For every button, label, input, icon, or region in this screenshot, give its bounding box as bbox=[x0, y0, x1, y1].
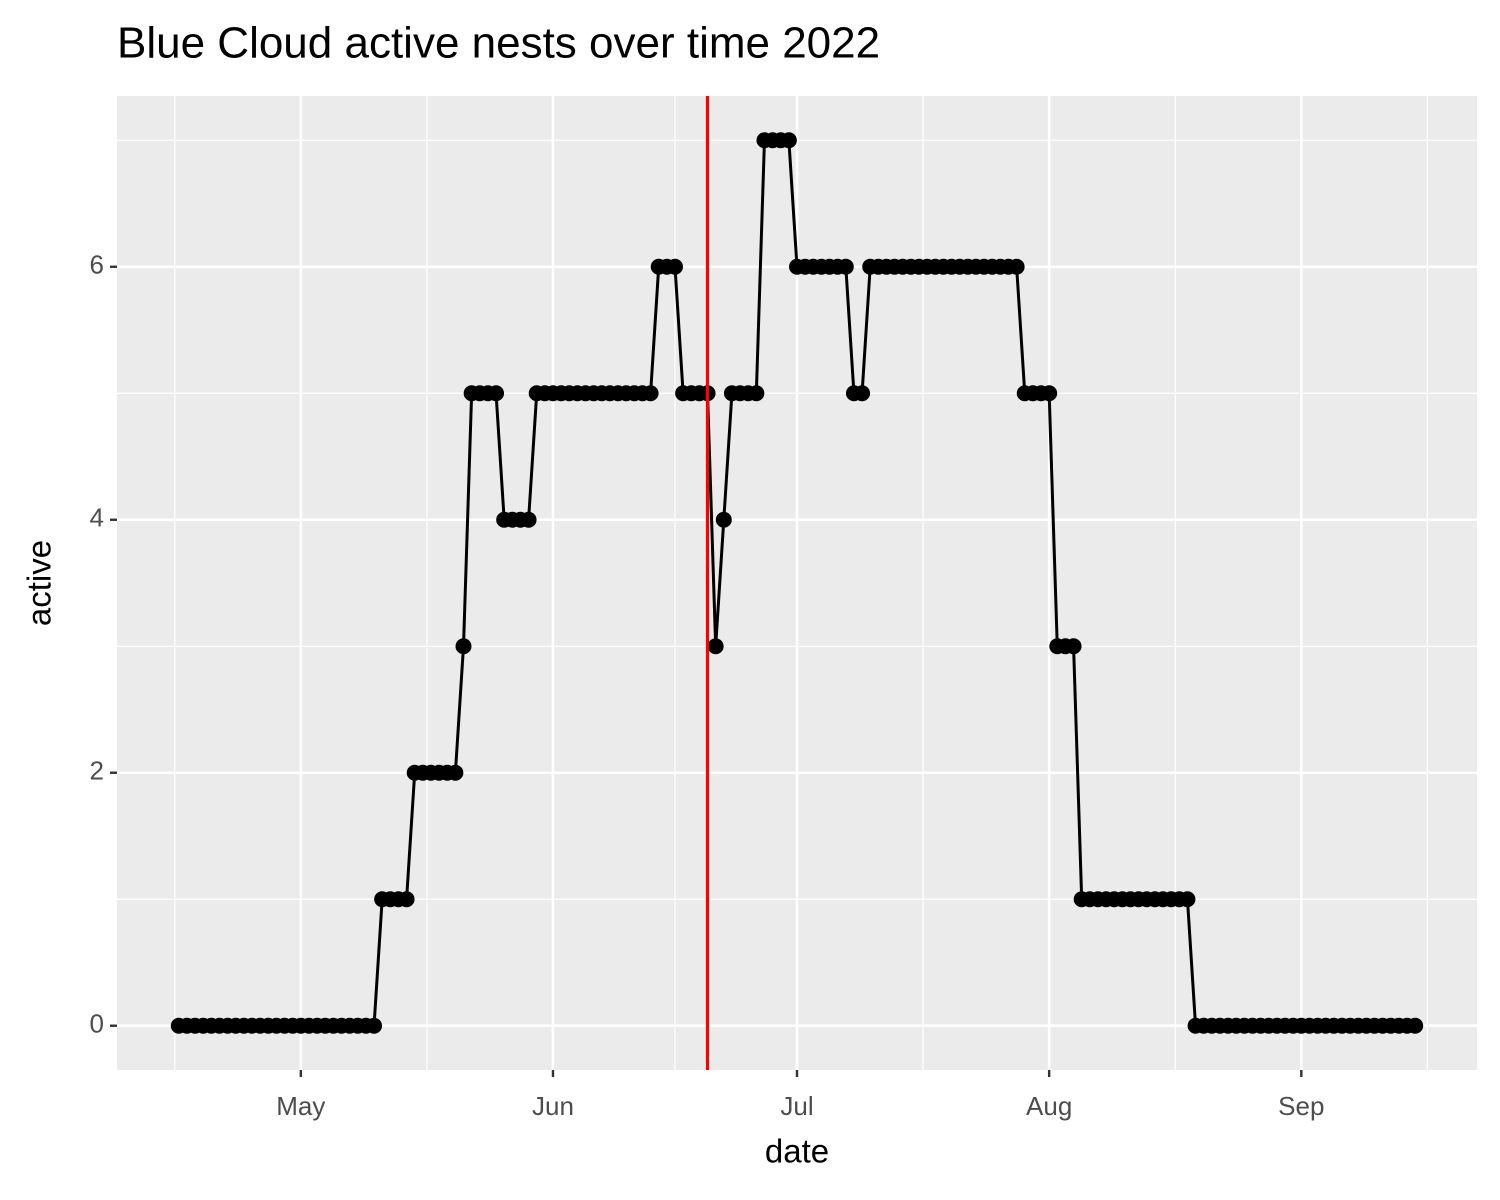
x-tick-label: Aug bbox=[1026, 1091, 1072, 1121]
data-point bbox=[780, 132, 797, 149]
x-axis-title: date bbox=[765, 1133, 829, 1170]
data-point bbox=[1008, 258, 1025, 275]
data-point bbox=[520, 511, 537, 528]
x-tick-label: Sep bbox=[1278, 1091, 1324, 1121]
data-point bbox=[398, 891, 415, 908]
data-point bbox=[707, 638, 724, 655]
x-tick-label: Jul bbox=[780, 1091, 813, 1121]
data-point bbox=[666, 258, 683, 275]
x-tick-label: Jun bbox=[532, 1091, 574, 1121]
data-point bbox=[455, 638, 472, 655]
data-point bbox=[366, 1017, 383, 1034]
data-point bbox=[1065, 638, 1082, 655]
data-point bbox=[1041, 385, 1058, 402]
x-tick-label: May bbox=[276, 1091, 325, 1121]
data-point bbox=[748, 385, 765, 402]
data-point bbox=[488, 385, 505, 402]
y-tick-label: 0 bbox=[90, 1009, 104, 1039]
data-point bbox=[642, 385, 659, 402]
data-point bbox=[447, 764, 464, 781]
data-point bbox=[1179, 891, 1196, 908]
y-tick-label: 2 bbox=[90, 756, 104, 786]
data-point bbox=[715, 511, 732, 528]
marks bbox=[170, 96, 1424, 1070]
chart-title: Blue Cloud active nests over time 2022 bbox=[117, 19, 880, 68]
data-point bbox=[854, 385, 871, 402]
data-point bbox=[837, 258, 854, 275]
data-point bbox=[1407, 1017, 1424, 1034]
y-tick-label: 4 bbox=[90, 503, 104, 533]
y-axis-title: active bbox=[21, 540, 58, 626]
y-tick-label: 6 bbox=[90, 250, 104, 280]
